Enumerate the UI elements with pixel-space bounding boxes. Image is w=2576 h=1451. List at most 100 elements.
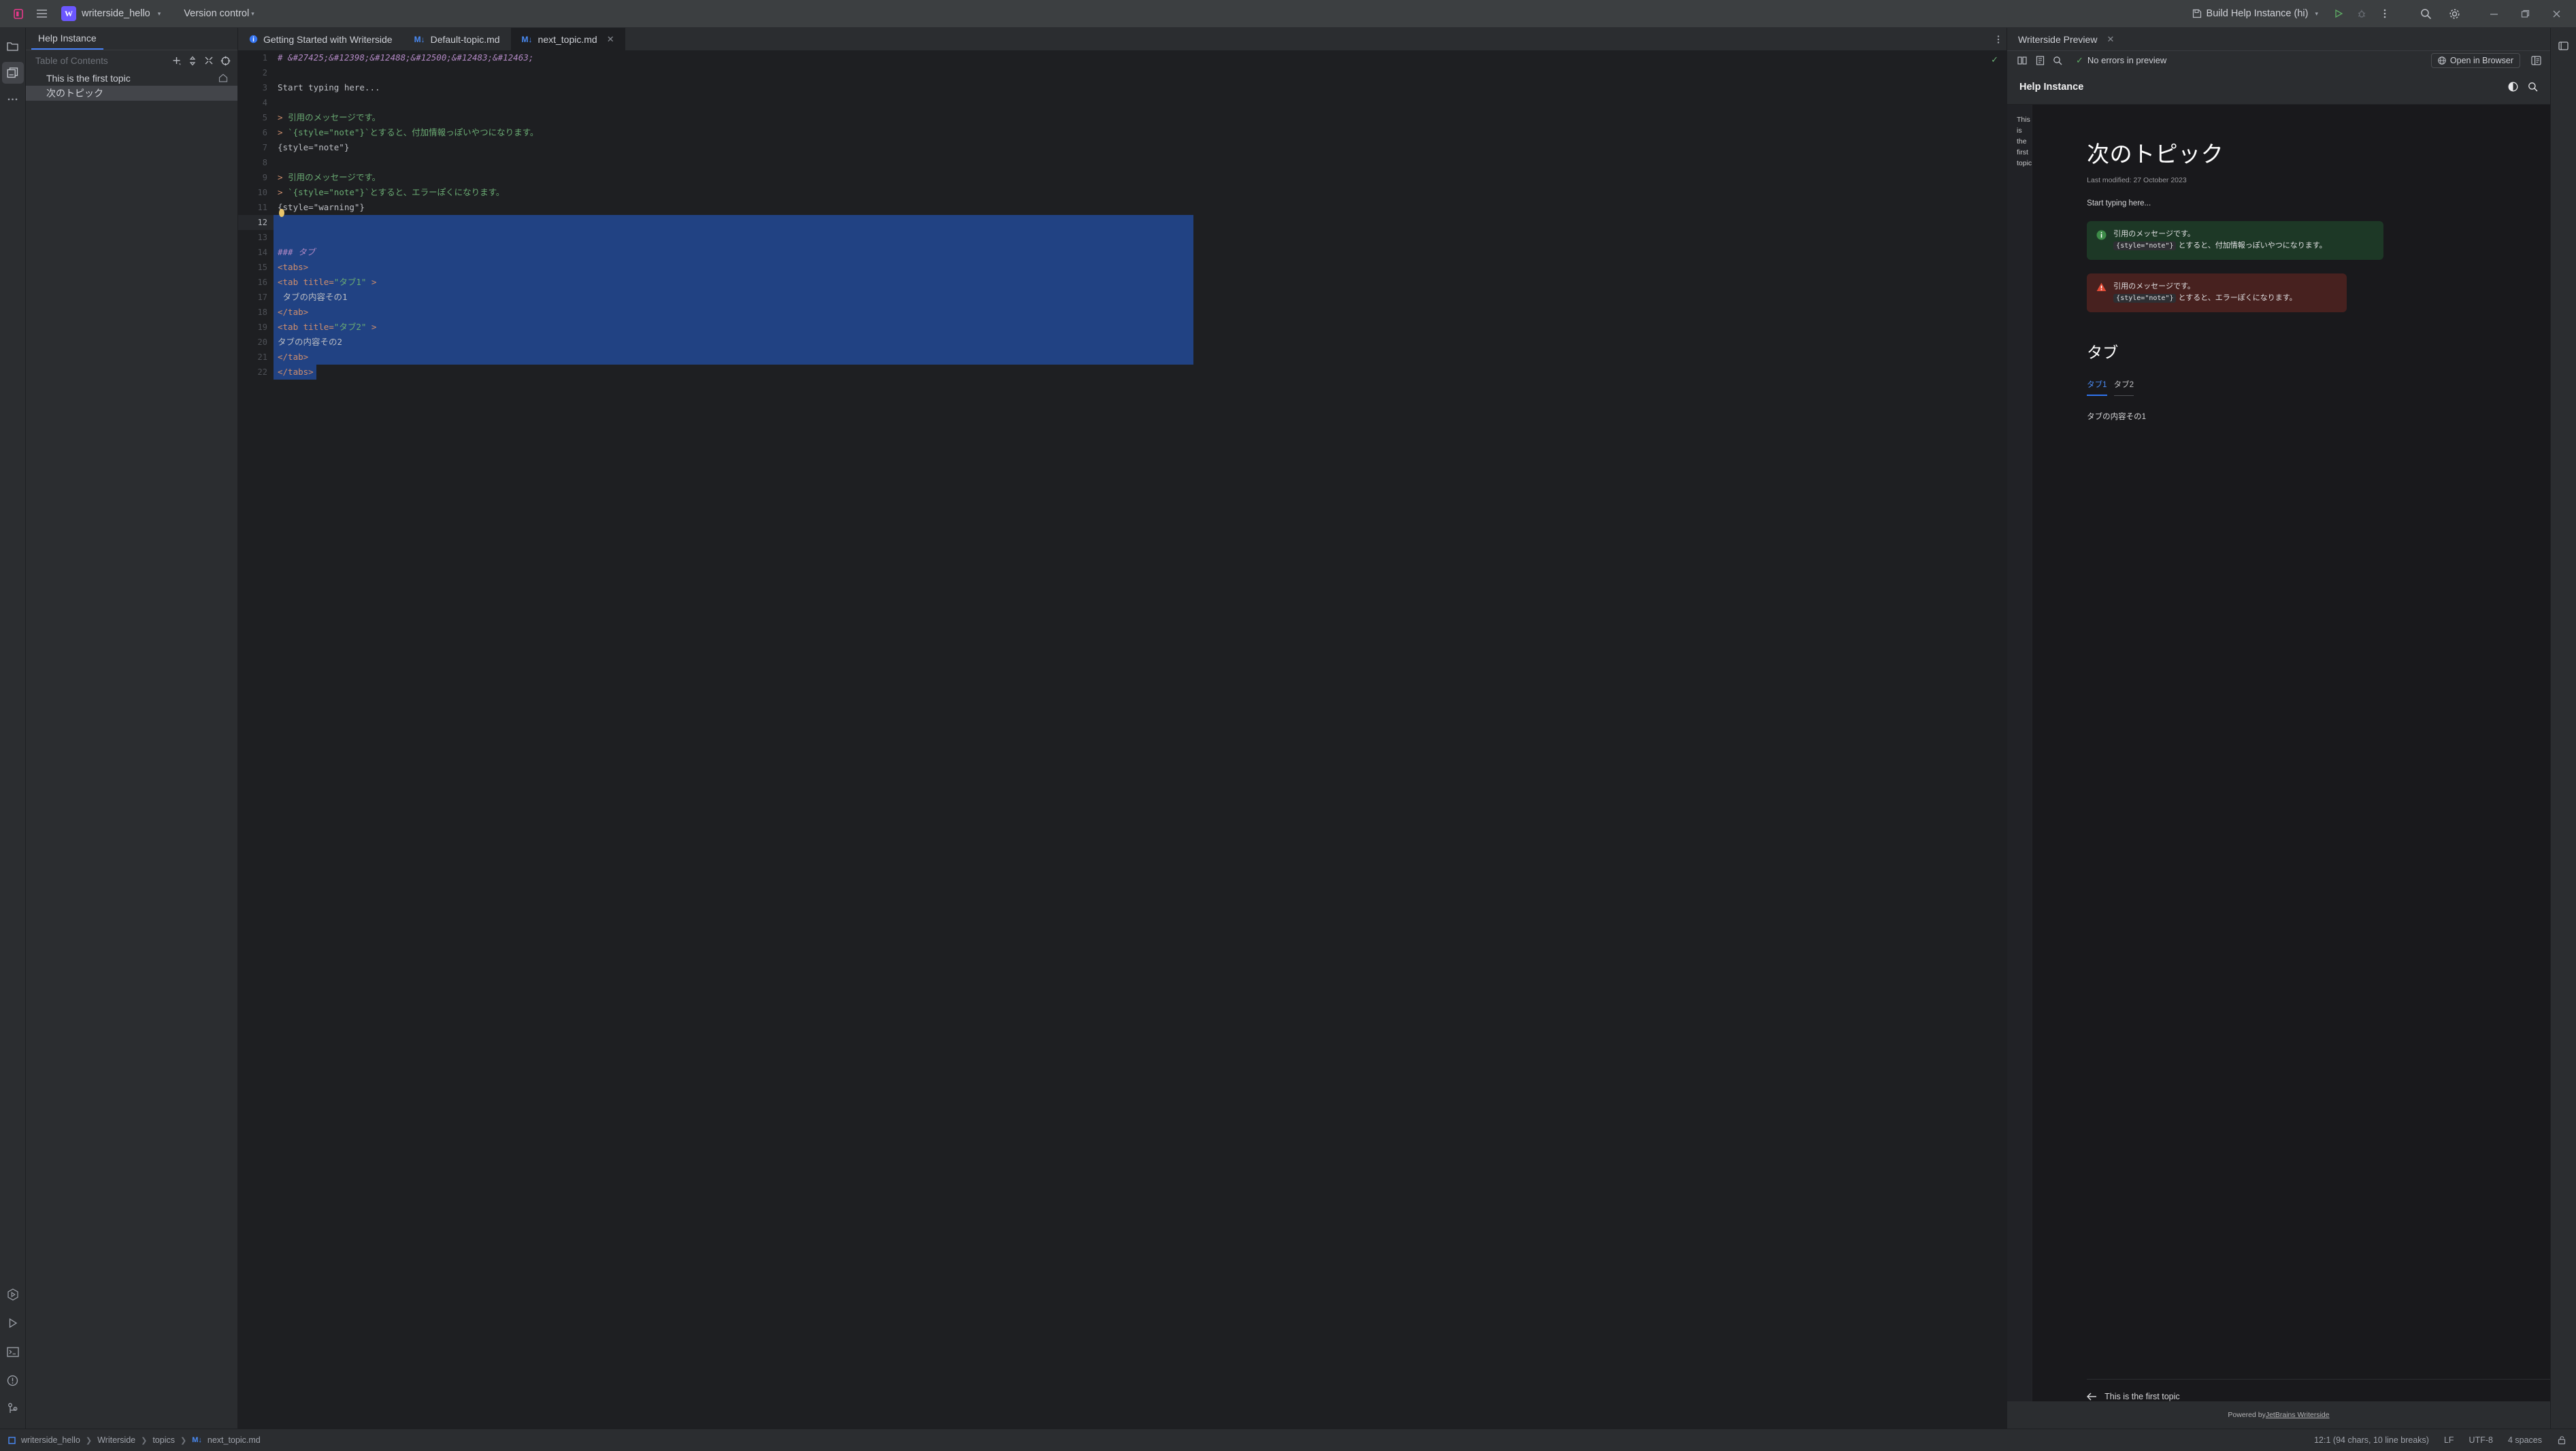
add-topic-icon[interactable]: [168, 52, 184, 69]
close-icon[interactable]: ✕: [2107, 33, 2115, 44]
code-line[interactable]: <tabs>: [274, 260, 2007, 275]
code-line[interactable]: > 引用のメッセージです。: [274, 110, 2007, 125]
gutter-line-number[interactable]: 9: [262, 173, 267, 182]
select-opened-file-icon[interactable]: [217, 52, 233, 69]
code-line[interactable]: ### タブ: [274, 245, 2007, 260]
gutter-line-number[interactable]: 5: [262, 113, 267, 122]
preview-document-icon[interactable]: [2032, 53, 2047, 68]
breadcrumb-item-project[interactable]: writerside_hello: [21, 1435, 80, 1445]
toc-item-next-topic[interactable]: 次のトピック: [26, 86, 237, 101]
terminal-icon[interactable]: [0, 1339, 26, 1365]
project-selector[interactable]: W writerside_hello ▾: [57, 4, 167, 23]
gutter-line-number[interactable]: 14: [257, 248, 267, 257]
maximize-window-button[interactable]: [2509, 0, 2541, 28]
gutter-line-number[interactable]: 11: [257, 203, 267, 212]
tab-help-instance[interactable]: Help Instance: [31, 33, 103, 50]
more-tool-windows-icon[interactable]: [0, 86, 26, 112]
code-line[interactable]: > `{style="note"}`とすると、エラーぽくになります。: [274, 185, 2007, 200]
code-line[interactable]: > 引用のメッセージです。: [274, 170, 2007, 185]
search-icon[interactable]: [2050, 53, 2065, 68]
code-line[interactable]: タブの内容その1: [274, 290, 2007, 305]
code-line[interactable]: [274, 155, 2007, 170]
gutter-line-number[interactable]: 20: [257, 337, 267, 347]
editor-tab-getting-started[interactable]: Getting Started with Writerside: [238, 28, 403, 50]
editor-tab-next-topic[interactable]: M↓ next_topic.md ✕: [510, 28, 625, 50]
breadcrumb-item-writerside[interactable]: Writerside: [97, 1435, 136, 1445]
gutter-line-number[interactable]: 2: [262, 68, 267, 78]
code-line[interactable]: Start typing here...: [274, 80, 2007, 95]
code-line[interactable]: </tab>: [274, 350, 2007, 365]
editor-body[interactable]: ✓ 1 2 3 4 5 6 7 8 9 10 11 12 13 14 15 16 17 18 19 20 21 22 # …: [238, 50, 2007, 1429]
version-control-branch-icon[interactable]: [0, 1396, 26, 1422]
project-files-icon[interactable]: [0, 33, 26, 59]
gutter-line-number[interactable]: 13: [257, 233, 267, 242]
code-line[interactable]: # &#27425;&#12398;&#12488;&#12500;&#1248…: [274, 50, 2007, 65]
doc-nav-item-first-topic[interactable]: This is the first topic: [2017, 116, 2032, 167]
code-line[interactable]: タブの内容その2: [274, 335, 2007, 350]
gutter-line-number[interactable]: 10: [257, 188, 267, 197]
code-line[interactable]: [274, 215, 2007, 230]
gutter-line-number[interactable]: 22: [257, 367, 267, 377]
breadcrumb-item-file[interactable]: next_topic.md: [207, 1435, 261, 1445]
gutter-line-number[interactable]: 12: [238, 215, 274, 230]
code-line[interactable]: </tabs>: [274, 365, 316, 380]
gutter-line-number[interactable]: 1: [262, 53, 267, 63]
editor-gutter[interactable]: 1 2 3 4 5 6 7 8 9 10 11 12 13 14 15 16 17 18 19 20 21 22: [238, 50, 274, 1429]
line-separator[interactable]: LF: [2443, 1435, 2454, 1445]
notifications-icon[interactable]: [2551, 33, 2576, 59]
editor-tab-default-topic[interactable]: M↓ Default-topic.md: [403, 28, 511, 50]
doc-tab-2[interactable]: タブ2: [2113, 379, 2134, 396]
sort-icon[interactable]: [184, 52, 201, 69]
gutter-line-number[interactable]: 16: [257, 278, 267, 287]
gutter-line-number[interactable]: 18: [257, 307, 267, 317]
toc-item-first-topic[interactable]: This is the first topic: [26, 71, 237, 86]
gutter-line-number[interactable]: 19: [257, 322, 267, 332]
theme-toggle-icon[interactable]: [2508, 82, 2518, 92]
code-line[interactable]: </tab>: [274, 305, 2007, 320]
debug-icon[interactable]: [2350, 3, 2373, 24]
gutter-line-number[interactable]: 8: [262, 158, 267, 167]
problems-icon[interactable]: [0, 1367, 26, 1393]
minimize-window-button[interactable]: [2478, 0, 2509, 28]
unlocked-icon[interactable]: [2557, 1435, 2566, 1445]
gutter-line-number[interactable]: 17: [257, 293, 267, 302]
code-line[interactable]: [274, 65, 2007, 80]
code-line[interactable]: <tab title="タブ1" >: [274, 275, 2007, 290]
inspection-status-icon[interactable]: ✓: [1991, 54, 1998, 65]
run-anything-icon[interactable]: [0, 1282, 26, 1307]
run-icon[interactable]: [2327, 3, 2350, 24]
code-line[interactable]: [274, 95, 2007, 110]
gutter-line-number[interactable]: 3: [262, 83, 267, 93]
preview-tab-label[interactable]: Writerside Preview: [2018, 33, 2098, 45]
code-line[interactable]: {style="warning"}: [274, 200, 2007, 215]
gutter-line-number[interactable]: 7: [262, 143, 267, 152]
gear-icon[interactable]: [2443, 3, 2466, 24]
run-icon[interactable]: [0, 1310, 26, 1336]
doc-tab-1[interactable]: タブ1: [2087, 379, 2107, 396]
gutter-line-number[interactable]: 21: [257, 352, 267, 362]
split-layout-icon[interactable]: [2015, 53, 2030, 68]
editor-tab-options-icon[interactable]: [1997, 28, 2007, 50]
writerside-toc-icon[interactable]: [1, 62, 24, 84]
search-icon[interactable]: [2528, 82, 2538, 92]
search-icon[interactable]: [2414, 3, 2437, 24]
close-window-button[interactable]: [2541, 0, 2572, 28]
preview-layout-icon[interactable]: [2527, 53, 2545, 68]
hamburger-menu-icon[interactable]: [30, 3, 53, 24]
doc-footer-link[interactable]: JetBrains Writerside: [2265, 1411, 2330, 1419]
run-configuration-selector[interactable]: Build Help Instance (hi) ▾: [2186, 5, 2324, 22]
caret-position[interactable]: 12:1 (94 chars, 10 line breaks): [2314, 1435, 2429, 1445]
open-in-browser-button[interactable]: Open in Browser: [2430, 52, 2520, 68]
indent-setting[interactable]: 4 spaces: [2507, 1435, 2542, 1445]
gutter-line-number[interactable]: 4: [262, 98, 267, 107]
gutter-line-number[interactable]: 15: [257, 263, 267, 272]
version-control-menu[interactable]: Version control ▾: [177, 6, 261, 21]
code-line[interactable]: <tab title="タブ2" >: [274, 320, 2007, 335]
breadcrumb-item-topics[interactable]: topics: [152, 1435, 175, 1445]
code-line[interactable]: [274, 230, 2007, 245]
file-encoding[interactable]: UTF-8: [2468, 1435, 2493, 1445]
gutter-line-number[interactable]: 6: [262, 128, 267, 137]
doc-previous-page-link[interactable]: This is the first topic: [2087, 1379, 2550, 1401]
editor-code-area[interactable]: # &#27425;&#12398;&#12488;&#12500;&#1248…: [274, 50, 2007, 1429]
collapse-all-icon[interactable]: [201, 52, 217, 69]
